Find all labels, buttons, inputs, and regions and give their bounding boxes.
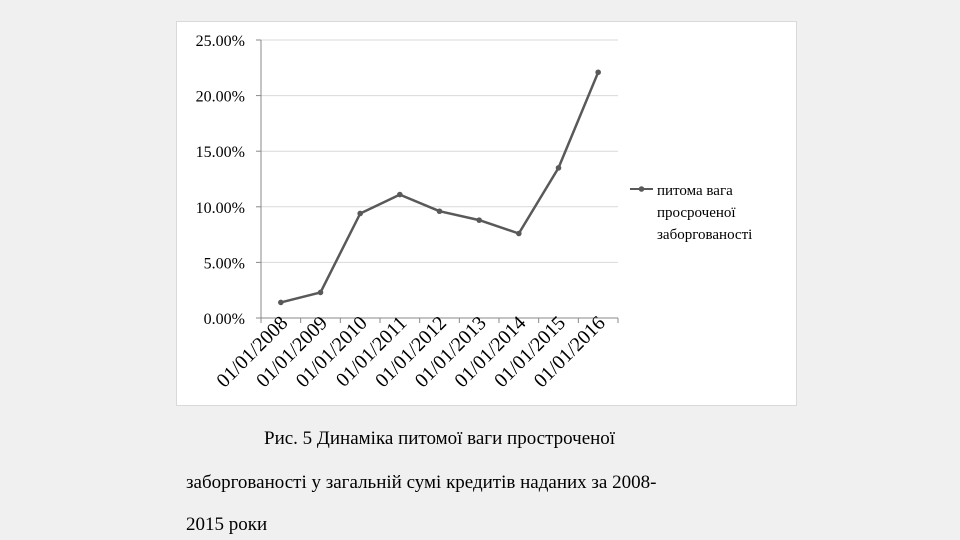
y-tick-label: 0.00% [204,311,245,328]
data-point [555,165,562,171]
y-tick-label: 5.00% [204,255,245,272]
chart-container: 0.00% 5.00% 10.00% 15.00% 20.00% 25.00% 01/01/… [176,21,797,406]
line-chart: 0.00%5.00%10.00%15.00%20.00%25.00%01/01/… [196,33,753,392]
data-point [595,69,601,76]
caption-line-3: 2015 роки [186,514,268,535]
legend-label-line: заборгованості [657,227,752,243]
y-tick-label: 10.00% [196,200,245,217]
y-tick-label: 15.00% [196,144,245,161]
series-line [280,71,600,304]
data-point [317,289,324,296]
caption-line-2: заборгованості у загальній сумі кредитів… [186,472,657,493]
legend-label-line: питома вага [657,183,733,199]
data-point [278,299,284,306]
data-point [436,208,443,215]
y-tick-label: 25.00% [196,33,245,50]
data-point [397,191,403,198]
caption-line-1: Рис. 5 Динаміка питомої ваги прострочено… [264,428,616,449]
data-point [357,210,363,217]
legend-point-marker [638,186,645,192]
legend-label-line: просроченої [657,205,736,221]
y-tick-label: 20.00% [196,89,245,106]
data-point [516,230,522,237]
data-point [476,217,482,223]
